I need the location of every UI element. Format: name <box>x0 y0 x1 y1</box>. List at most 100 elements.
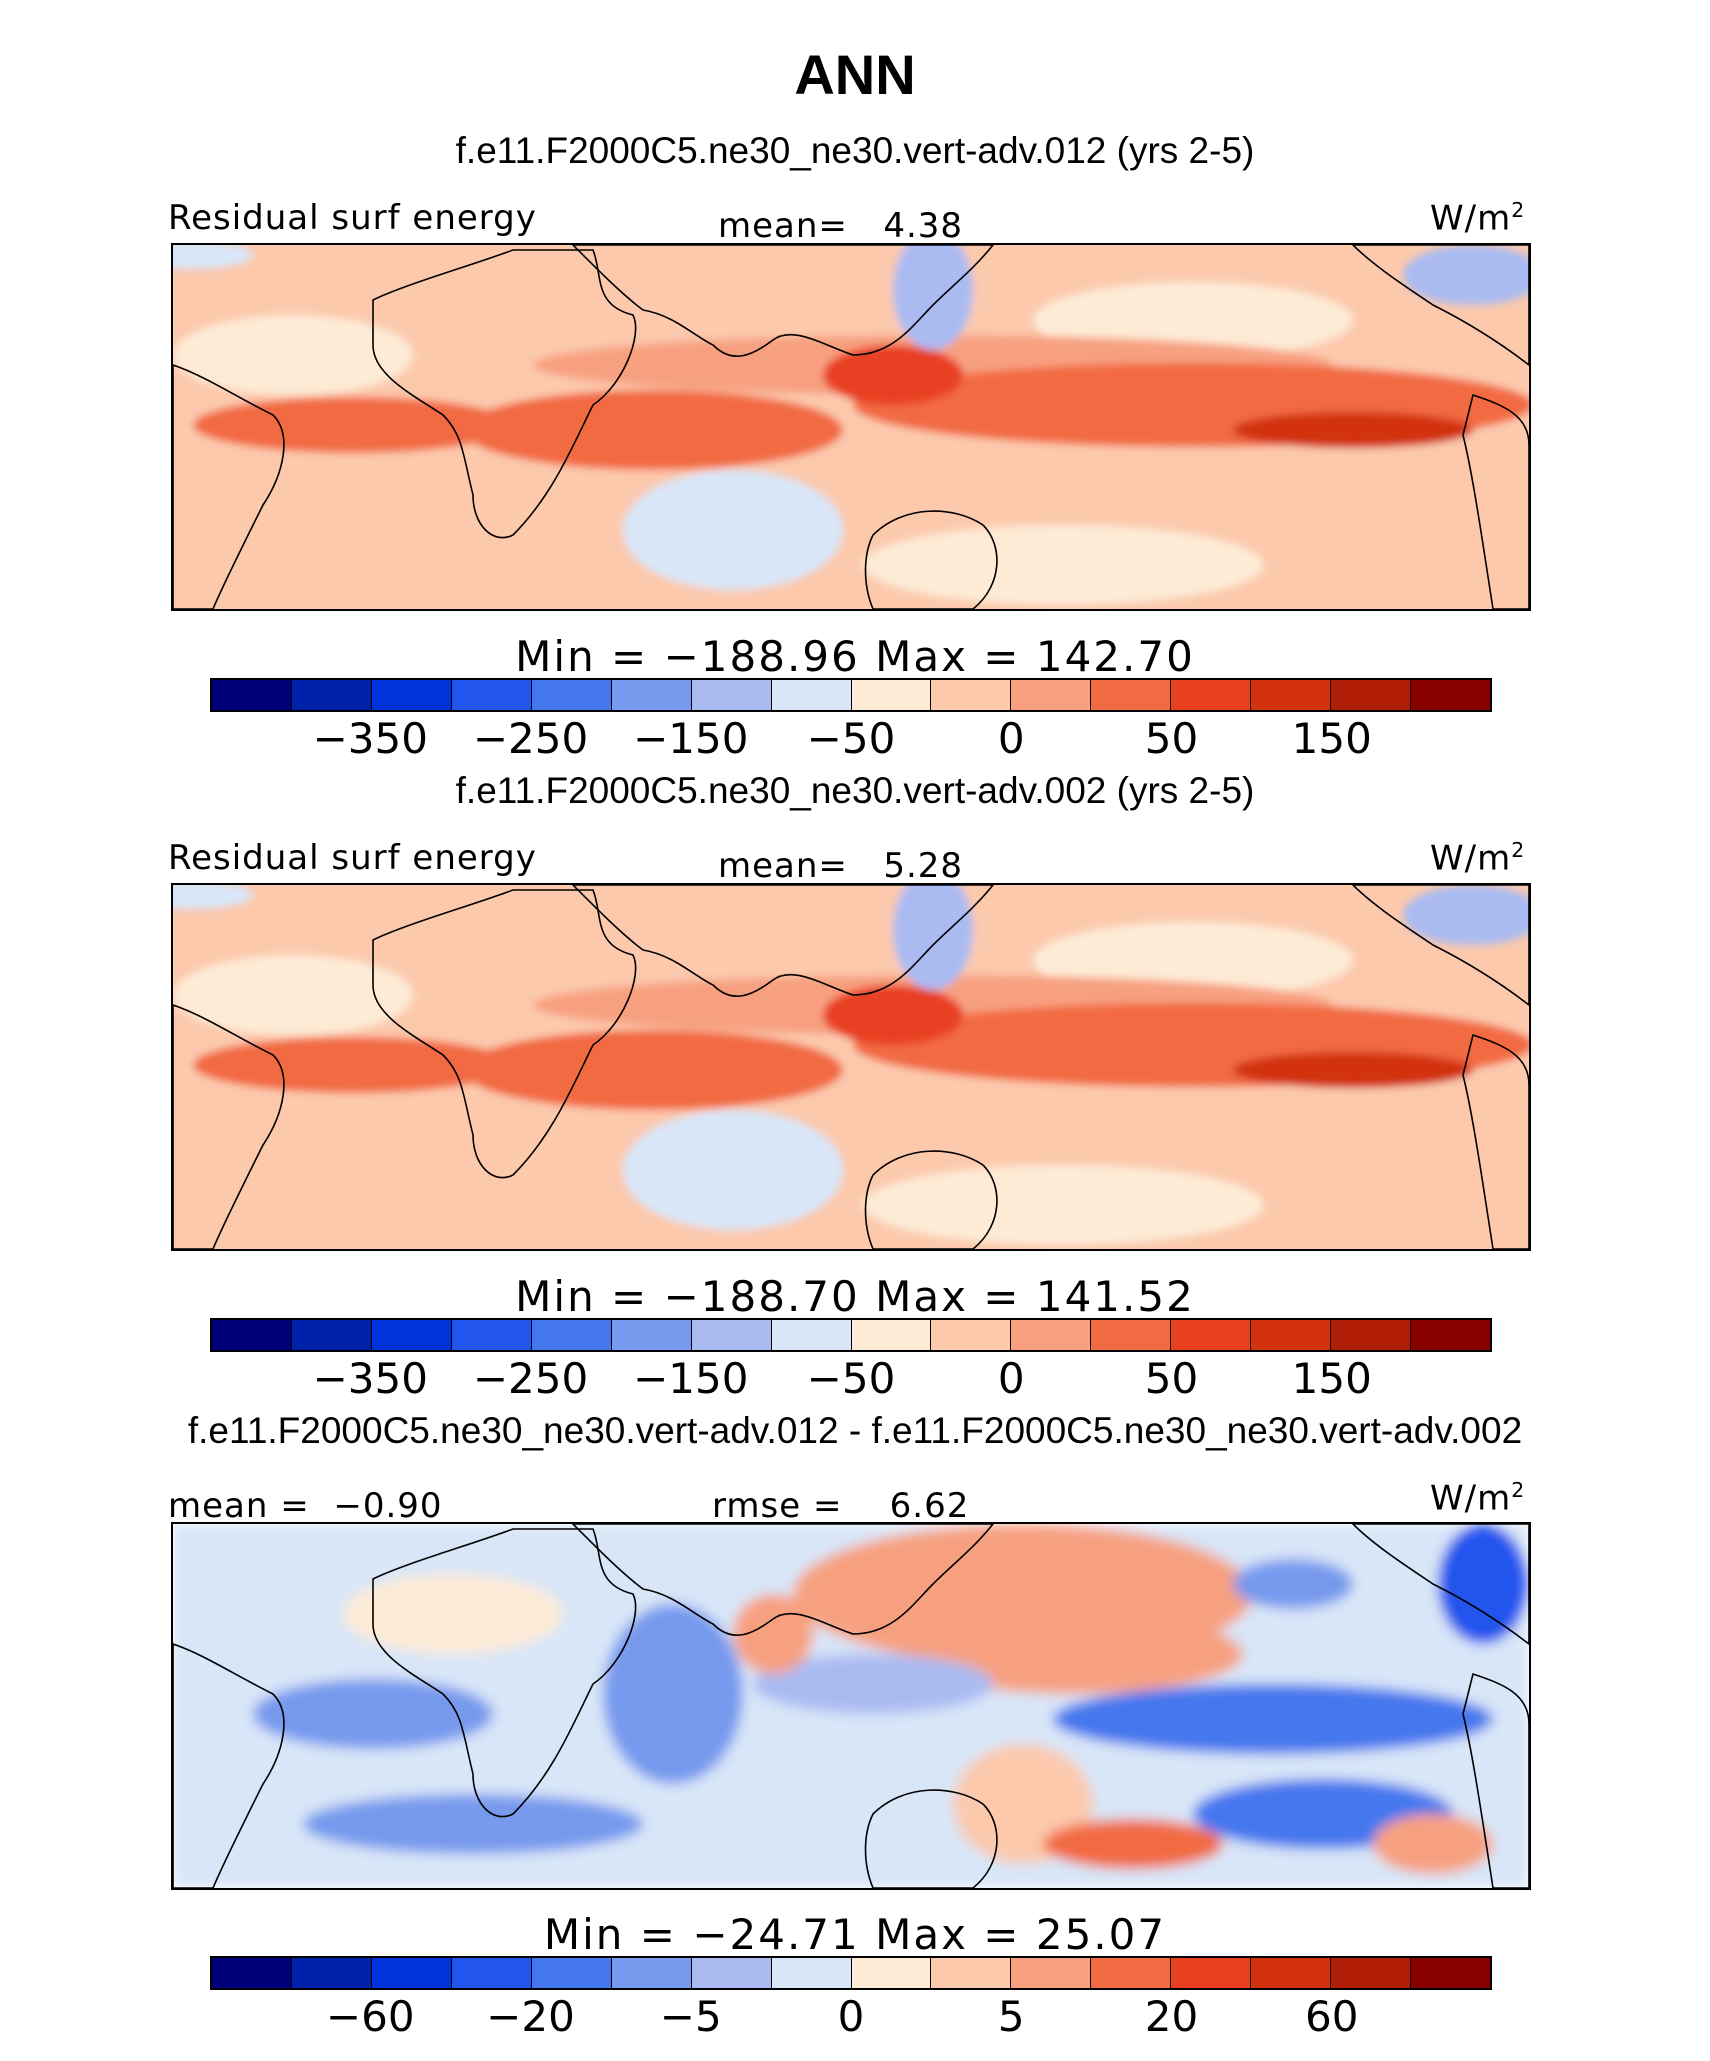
contour-region <box>863 1165 1263 1245</box>
panel-1-map <box>171 243 1531 611</box>
panel-3-min-max: Min = −24.71 Max = 25.07 <box>543 1910 1167 1959</box>
colorbar-swatch <box>771 1958 852 1988</box>
panel-2-map <box>171 883 1531 1251</box>
colorbar-swatch <box>1331 1320 1412 1350</box>
contour-region <box>173 315 413 395</box>
coastline <box>571 245 995 357</box>
contour-region <box>1373 1814 1493 1874</box>
colorbar-tick-label: 60 <box>1305 1992 1359 2041</box>
contour-region <box>1403 245 1529 305</box>
contour-region <box>823 985 963 1045</box>
colorbar-swatch <box>1331 1958 1412 1988</box>
panel-2-mean-label: mean= 5.28 <box>718 846 964 886</box>
contour-region <box>1233 412 1473 448</box>
contour-region <box>823 345 963 405</box>
colorbar-swatch <box>451 1320 532 1350</box>
panel-1-case-title: f.e11.F2000C5.ne30_ne30.vert-adv.012 (yr… <box>455 130 1255 171</box>
coastline <box>1351 245 1529 367</box>
colorbar-swatch <box>1091 1320 1172 1350</box>
colorbar-swatch <box>1091 680 1172 710</box>
panel-2-min-max: Min = −188.70 Max = 141.52 <box>515 1272 1195 1321</box>
coastline <box>1462 1033 1529 1249</box>
contour-region <box>173 245 253 269</box>
contour-region <box>893 885 973 990</box>
colorbar-swatch <box>212 1958 292 1988</box>
contour-region <box>193 397 513 453</box>
colorbar-swatch <box>931 1320 1012 1350</box>
colorbar-swatch <box>771 1320 852 1350</box>
panel-2-variable-label: Residual surf energy <box>168 838 537 878</box>
coastline <box>864 1789 998 1888</box>
contour-region <box>623 470 843 590</box>
colorbar-tick-label: −20 <box>486 1992 575 2041</box>
colorbar-swatch <box>1251 1320 1332 1350</box>
colorbar-swatch <box>1171 1320 1252 1350</box>
colorbar-swatch <box>851 1958 932 1988</box>
colorbar-tick-label: −350 <box>312 714 428 763</box>
colorbar-swatch <box>531 680 612 710</box>
panel-2-units: W/m2 <box>1430 838 1526 879</box>
panel-3-rmse-label: rmse = 6.62 <box>712 1486 970 1526</box>
coastline <box>1351 1524 1529 1646</box>
coastline <box>173 1004 285 1249</box>
colorbar-swatch <box>451 1958 532 1988</box>
coastline <box>372 249 637 539</box>
panel-3-colorbar <box>210 1956 1492 1990</box>
colorbar-tick-label: −250 <box>472 1354 589 1403</box>
contour-region <box>253 1679 493 1749</box>
panel-1-mean-value: 4.38 <box>883 206 964 246</box>
colorbar-tick-label: −60 <box>325 1992 415 2041</box>
panel-1-mean-label: mean= 4.38 <box>718 206 964 246</box>
contour-region <box>343 1574 563 1654</box>
coastline <box>864 510 998 609</box>
panel-3-units: W/m2 <box>1430 1478 1526 1519</box>
colorbar-tick-label: 150 <box>1291 714 1372 763</box>
contour-region <box>193 1037 513 1093</box>
coastline <box>1462 393 1529 609</box>
coastline <box>372 889 637 1179</box>
coastline <box>1462 1672 1529 1888</box>
contour-region <box>1403 885 1529 945</box>
colorbar-tick-label: −5 <box>659 1992 722 2041</box>
colorbar-swatch <box>451 680 532 710</box>
panel-3-map <box>171 1522 1531 1890</box>
colorbar-tick-label: −150 <box>633 1354 749 1403</box>
panel-3-case-title: f.e11.F2000C5.ne30_ne30.vert-adv.012 - f… <box>187 1410 1523 1451</box>
figure-title: ANN <box>794 43 916 106</box>
contour-region <box>1053 1684 1493 1754</box>
colorbar-swatch <box>931 1958 1012 1988</box>
colorbar-swatch <box>291 1958 372 1988</box>
colorbar-tick-label: −250 <box>472 714 589 763</box>
contour-region <box>863 525 1263 605</box>
colorbar-swatch <box>691 1958 772 1988</box>
colorbar-swatch <box>212 680 292 710</box>
colorbar-swatch <box>1011 1958 1092 1988</box>
panel-1-colorbar <box>210 678 1492 712</box>
colorbar-swatch <box>371 680 452 710</box>
coastline <box>173 364 285 609</box>
coastline <box>1351 885 1529 1007</box>
contour-region <box>903 1614 1243 1694</box>
colorbar-swatch <box>1171 1958 1252 1988</box>
colorbar-swatch <box>291 680 372 710</box>
panel-1-units: W/m2 <box>1430 198 1526 239</box>
colorbar-swatch <box>851 680 932 710</box>
colorbar-tick-label: −150 <box>633 714 749 763</box>
contour-region <box>1438 1524 1528 1644</box>
contour-region <box>893 245 973 350</box>
colorbar-swatch <box>1251 680 1332 710</box>
colorbar-tick-label: 0 <box>997 714 1025 763</box>
colorbar-tick-label: 0 <box>997 1354 1025 1403</box>
contour-region <box>173 885 253 909</box>
colorbar-swatch <box>371 1958 452 1988</box>
panel-2-mean-value: 5.28 <box>883 846 964 886</box>
panel-1-variable-label: Residual surf energy <box>168 198 537 238</box>
colorbar-swatch <box>291 1320 372 1350</box>
panel-1-min-max: Min = −188.96 Max = 142.70 <box>515 632 1195 681</box>
colorbar-swatch <box>1011 680 1092 710</box>
colorbar-swatch <box>691 1320 772 1350</box>
colorbar-swatch <box>931 680 1012 710</box>
colorbar-swatch <box>851 1320 932 1350</box>
colorbar-swatch <box>611 1958 692 1988</box>
colorbar-tick-label: 5 <box>997 1992 1025 2041</box>
